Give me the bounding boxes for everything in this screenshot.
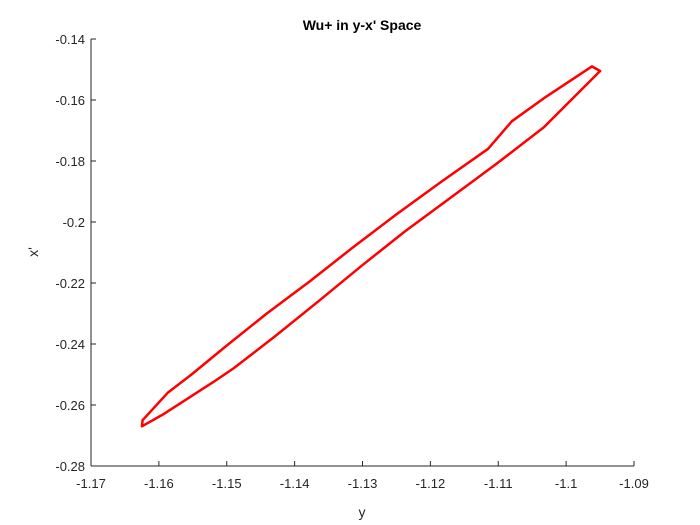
x-tick-label: -1.16	[144, 476, 174, 491]
chart-title: Wu+ in y-x' Space	[303, 17, 422, 33]
y-tick-label: -0.26	[55, 398, 85, 413]
y-tick-label: -0.18	[55, 154, 85, 169]
y-tick-label: -0.28	[55, 459, 85, 474]
x-axis-title: y	[359, 504, 366, 520]
x-tick-label: -1.1	[555, 476, 577, 491]
y-tick-label: -0.2	[63, 215, 85, 230]
x-tick-label: -1.17	[76, 476, 106, 491]
x-tick-label: -1.14	[280, 476, 310, 491]
y-tick-label: -0.24	[55, 337, 85, 352]
y-ticks: -0.28 -0.26 -0.24 -0.22 -0.2 -0.18 -0.16 -0.14	[55, 32, 96, 474]
plot-area	[91, 39, 634, 466]
y-axis-title: x'	[25, 247, 41, 257]
x-tick-label: -1.12	[416, 476, 446, 491]
x-tick-label: -1.09	[619, 476, 649, 491]
x-ticks: -1.17 -1.16 -1.15 -1.14 -1.13 -1.12 -1.11 -1.1 -…	[76, 461, 649, 491]
x-tick-label: -1.11	[484, 476, 513, 491]
y-tick-label: -0.22	[55, 276, 85, 291]
series-line	[140, 65, 602, 428]
y-tick-label: -0.14	[55, 32, 85, 47]
x-tick-label: -1.13	[348, 476, 378, 491]
y-tick-label: -0.16	[55, 93, 85, 108]
series-layer	[140, 65, 602, 428]
x-tick-label: -1.15	[212, 476, 242, 491]
